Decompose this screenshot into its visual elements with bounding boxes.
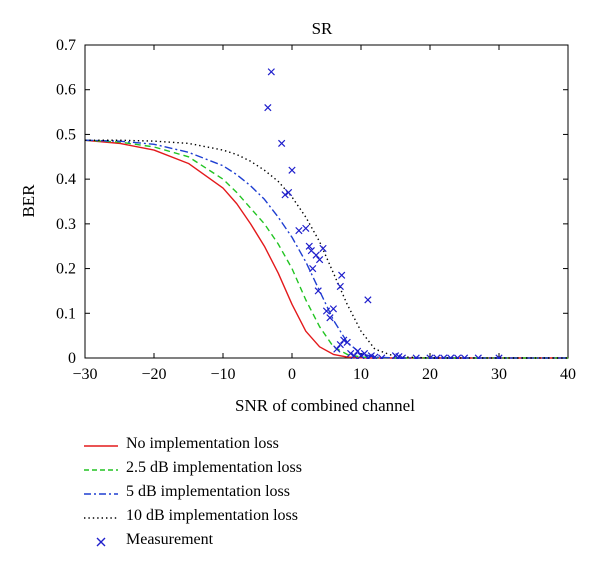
measurement-point (364, 296, 372, 304)
measurement-point (357, 352, 365, 359)
measurement-point (398, 354, 407, 359)
x-tick-label: 30 (491, 366, 507, 383)
measurement-point (284, 188, 293, 197)
legend-label-5db: 5 dB implementation loss (126, 483, 290, 500)
measurement-point (338, 271, 346, 279)
measurement-point (440, 354, 448, 359)
measurement-point (312, 251, 320, 259)
measurement-point (474, 354, 482, 359)
measurement-point (364, 354, 372, 359)
series-line-2 (85, 139, 568, 359)
legend: No implementation loss 2.5 dB implementa… (84, 434, 404, 554)
x-tick-label: −20 (141, 366, 166, 383)
measurement-point (278, 139, 286, 147)
ber-chart: SR −30 −20 −10 0 10 20 30 40 0 0.1 0.2 0.3 0.4 0.5 0.6… (19, 19, 576, 415)
y-tick-label: 0 (68, 350, 76, 367)
measurement-point (302, 224, 310, 232)
legend-swatch-dotted-black (84, 517, 118, 519)
legend-label-no-loss: No implementation loss (126, 435, 279, 452)
legend-item-5db: 5 dB implementation loss (84, 482, 404, 506)
legend-swatch-dashed-green (84, 469, 118, 471)
legend-item-no-loss: No implementation loss (84, 434, 404, 458)
measurement-point (347, 349, 355, 358)
measurement-point (264, 103, 272, 112)
measurement-point (433, 354, 441, 359)
measurement-point (353, 347, 362, 355)
x-tick-label: 40 (560, 366, 576, 383)
legend-item-2-5db: 2.5 dB implementation loss (84, 458, 404, 482)
x-axis-label: SNR of combined channel (235, 396, 415, 415)
y-tick-label: 0.3 (56, 216, 76, 233)
measurement-point (453, 354, 462, 359)
measurement-point (319, 244, 327, 253)
measurement-point (360, 349, 369, 358)
y-tick-label: 0.5 (56, 126, 76, 143)
x-tick-label: −10 (210, 366, 235, 383)
measurement-point (343, 338, 351, 346)
series-group (85, 68, 568, 359)
measurement-point (333, 345, 341, 353)
x-tick-label: −30 (72, 366, 97, 383)
measurement-point (329, 305, 338, 313)
legend-swatch-x-marker (96, 537, 106, 547)
measurement-point (326, 314, 334, 322)
measurement-point (412, 354, 420, 359)
measurement-point (336, 340, 344, 349)
measurement-point (314, 287, 322, 295)
legend-label-measurement: Measurement (126, 531, 214, 548)
x-tick-label: 20 (422, 366, 438, 383)
series-line-0 (85, 139, 568, 359)
measurement-point (350, 352, 358, 359)
measurement-point (267, 68, 275, 76)
measurement-point (295, 226, 303, 235)
measurement-point (495, 354, 503, 359)
measurement-point (315, 256, 324, 264)
measurement-point (460, 354, 469, 359)
measurement-point (281, 191, 289, 199)
y-axis-label: BER (19, 184, 38, 218)
x-tick-label: 10 (353, 366, 369, 383)
legend-label-10db: 10 dB implementation loss (126, 507, 298, 524)
y-tick-label: 0.2 (56, 261, 76, 278)
measurement-point (288, 166, 296, 174)
measurement-point (426, 354, 434, 359)
legend-swatch-dashdot-blue (84, 493, 118, 495)
y-tick-label: 0.7 (56, 37, 76, 54)
measurement-point (322, 307, 331, 315)
measurement-point (378, 354, 386, 359)
measurement-point (447, 354, 455, 359)
measurement-point (371, 353, 379, 359)
plot-frame (84, 44, 569, 359)
y-tick-label: 0.6 (56, 82, 76, 99)
measurement-point (340, 336, 348, 344)
series-line-1 (85, 139, 568, 359)
measurement-point (336, 282, 344, 291)
legend-item-10db: 10 dB implementation loss (84, 506, 404, 530)
plot-area: −30 −20 −10 0 10 20 30 40 0 0.1 0.2 0.3 0.4 0.5 0.6 0.7 (56, 37, 576, 383)
x-tick-label: 0 (288, 366, 296, 383)
legend-swatch-solid-red (84, 445, 118, 447)
legend-label-2-5db: 2.5 dB implementation loss (126, 459, 302, 476)
chart-title: SR (312, 19, 333, 38)
y-tick-label: 0.1 (56, 305, 76, 322)
measurement-point (309, 264, 317, 273)
series-line-3 (85, 139, 568, 359)
legend-item-measurement: Measurement (84, 530, 404, 554)
measurement-point (305, 242, 313, 250)
y-tick-label: 0.4 (56, 171, 76, 188)
